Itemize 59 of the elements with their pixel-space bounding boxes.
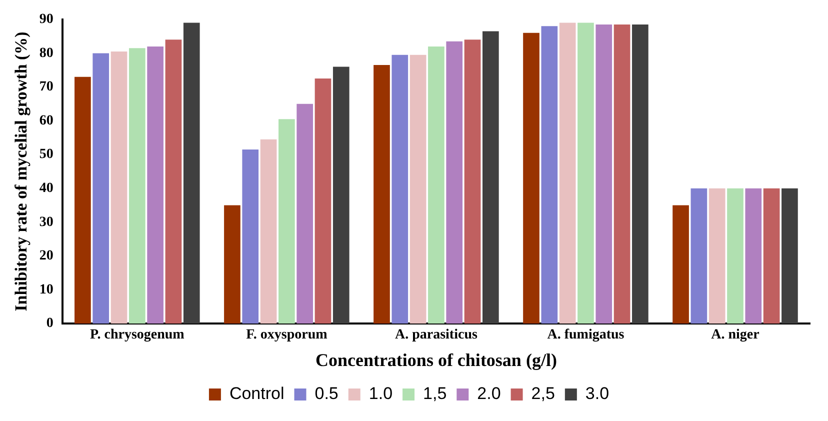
y-tick-label: 20 (39, 248, 54, 264)
bar (614, 24, 630, 324)
bar (147, 46, 164, 324)
legend-label: Control (229, 384, 284, 404)
bar (278, 119, 295, 324)
bar (632, 24, 648, 324)
legend-label: 3.0 (585, 384, 610, 404)
bar (410, 54, 426, 324)
bar (672, 205, 689, 324)
bar (110, 52, 128, 324)
y-tick-label: 30 (39, 214, 54, 230)
bar (92, 53, 110, 324)
y-tick-label: 50 (39, 147, 54, 162)
legend-label: 2.0 (477, 384, 501, 404)
bar (165, 40, 182, 324)
legend-label: 1,5 (423, 384, 447, 404)
bar (464, 40, 481, 324)
bar (332, 66, 350, 324)
bar (596, 24, 612, 324)
bar (314, 78, 332, 324)
x-tick-label: A. parasiticus (394, 328, 478, 343)
y-axis-title: Inhibitory rate of mycelial growth (%) (12, 32, 31, 312)
bar (578, 22, 594, 324)
legend-label: 0.5 (314, 384, 338, 404)
bar (242, 150, 259, 324)
y-tick-label: 60 (39, 113, 54, 128)
bar (183, 22, 200, 324)
x-tick-label: A. niger (711, 328, 760, 343)
y-tick-label: 10 (39, 282, 54, 298)
bar (128, 48, 146, 324)
bar (392, 54, 408, 324)
bar (559, 22, 576, 324)
legend-label: 2,5 (531, 384, 555, 404)
bar (260, 139, 277, 324)
bar (745, 188, 762, 324)
x-tick-label: P. chrysogenum (90, 328, 185, 343)
x-tick-label: A. fumigatus (547, 328, 625, 343)
bar (296, 104, 314, 324)
bar (224, 205, 240, 324)
y-tick-label: 40 (39, 181, 54, 196)
y-tick-label: 90 (39, 12, 54, 28)
bar (428, 46, 444, 324)
bar (708, 188, 726, 324)
bar (446, 41, 463, 324)
y-tick-label: 0 (46, 316, 54, 332)
bar (763, 188, 780, 324)
bar (541, 26, 558, 324)
bar (782, 188, 798, 324)
legend-label: 1.0 (368, 384, 393, 404)
bar (482, 31, 499, 324)
bar (727, 188, 744, 324)
bar (523, 32, 540, 324)
y-tick-label: 80 (39, 46, 54, 61)
x-tick-label: F. oxysporum (246, 328, 328, 343)
x-axis-title: Concentrations of chitosan (g/l) (315, 350, 557, 370)
bar (74, 76, 91, 324)
bar (374, 65, 390, 324)
y-tick-label: 70 (39, 80, 54, 95)
bar (690, 188, 708, 324)
